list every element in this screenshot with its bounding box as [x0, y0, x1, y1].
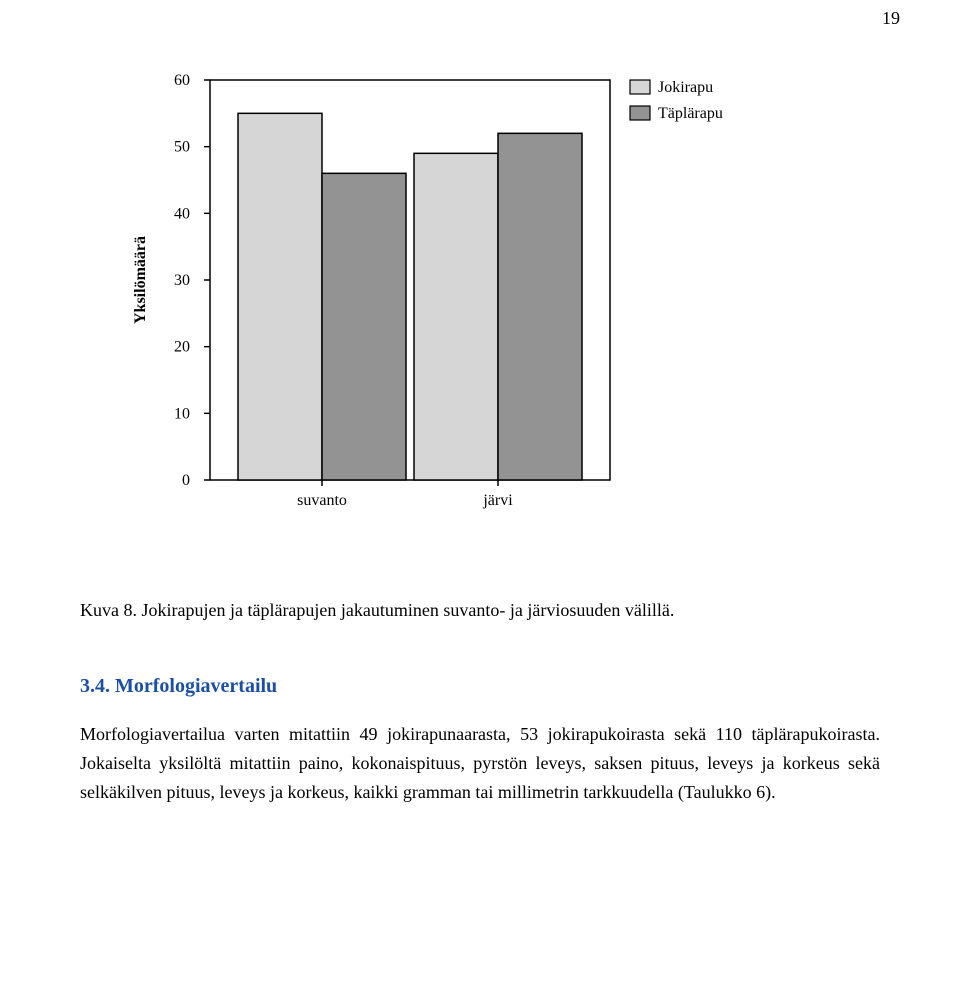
svg-text:Yksilömäärä: Yksilömäärä — [132, 236, 149, 324]
svg-text:30: 30 — [174, 272, 190, 289]
bar — [414, 153, 498, 480]
page-number: 19 — [882, 8, 900, 29]
svg-text:suvanto: suvanto — [297, 492, 347, 509]
svg-text:20: 20 — [174, 339, 190, 356]
bar-chart: 0 10 20 30 40 50 60 Yksilömäärä suvanto järvi Joki… — [120, 70, 770, 540]
body-paragraph: Morfologiavertailua varten mitattiin 49 … — [80, 720, 880, 806]
svg-text:0: 0 — [182, 472, 190, 489]
chart-svg: 0 10 20 30 40 50 60 Yksilömäärä suvanto järvi Joki… — [120, 70, 770, 540]
svg-text:40: 40 — [174, 205, 190, 222]
legend-label: Täplärapu — [658, 105, 723, 122]
svg-text:järvi: järvi — [482, 492, 513, 509]
legend-swatch — [630, 106, 650, 120]
section-heading: 3.4. Morfologiavertailu — [80, 675, 880, 698]
figure-caption: Kuva 8. Jokirapujen ja täplärapujen jaka… — [80, 600, 880, 621]
svg-text:60: 60 — [174, 72, 190, 89]
legend-label: Jokirapu — [658, 79, 713, 96]
bar — [238, 113, 322, 480]
bar — [322, 173, 406, 480]
legend-swatch — [630, 80, 650, 94]
bar — [498, 133, 582, 480]
svg-text:50: 50 — [174, 139, 190, 156]
svg-text:10: 10 — [174, 405, 190, 422]
